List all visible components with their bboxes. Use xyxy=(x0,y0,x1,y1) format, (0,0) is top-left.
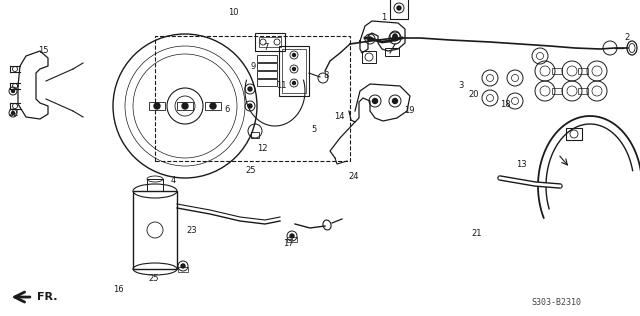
Text: 20: 20 xyxy=(468,90,479,99)
Circle shape xyxy=(12,112,15,114)
Text: 17: 17 xyxy=(283,239,293,248)
Text: 15: 15 xyxy=(38,46,49,55)
Bar xyxy=(257,79,277,86)
Circle shape xyxy=(181,264,185,268)
Text: 24: 24 xyxy=(349,173,359,181)
Circle shape xyxy=(248,104,252,108)
Bar xyxy=(566,128,582,140)
Circle shape xyxy=(392,99,397,104)
Text: 14: 14 xyxy=(334,112,344,121)
Text: 11: 11 xyxy=(276,81,287,90)
Bar xyxy=(578,68,588,74)
Circle shape xyxy=(368,37,372,41)
Bar xyxy=(257,71,277,78)
Circle shape xyxy=(292,82,296,84)
Text: 18: 18 xyxy=(500,100,511,109)
Circle shape xyxy=(154,103,160,109)
Text: 4: 4 xyxy=(170,176,175,185)
Circle shape xyxy=(12,89,15,93)
Circle shape xyxy=(397,6,401,10)
Bar xyxy=(390,0,408,19)
Bar xyxy=(177,102,193,110)
Circle shape xyxy=(392,35,397,40)
Text: 19: 19 xyxy=(404,106,415,115)
Bar xyxy=(259,37,281,47)
Text: S303-B2310: S303-B2310 xyxy=(532,298,582,307)
Circle shape xyxy=(210,103,216,109)
Text: 7: 7 xyxy=(263,43,268,52)
Text: 23: 23 xyxy=(187,226,197,235)
Bar xyxy=(282,49,306,93)
Text: 3: 3 xyxy=(458,81,463,90)
Bar xyxy=(362,51,376,63)
Text: 22: 22 xyxy=(9,109,19,118)
Bar xyxy=(155,36,350,161)
Text: 6: 6 xyxy=(225,105,230,113)
Bar xyxy=(385,48,399,56)
Text: 9: 9 xyxy=(250,62,255,71)
Circle shape xyxy=(292,68,296,70)
Bar xyxy=(257,55,277,62)
Text: 1: 1 xyxy=(381,13,387,22)
Text: 16: 16 xyxy=(113,285,124,294)
Text: 12: 12 xyxy=(257,144,268,153)
Bar xyxy=(257,63,277,70)
Circle shape xyxy=(290,234,294,238)
Circle shape xyxy=(372,99,378,104)
Bar xyxy=(552,88,562,94)
Bar xyxy=(178,267,188,272)
Bar xyxy=(205,102,221,110)
Text: 25: 25 xyxy=(246,166,256,175)
Bar xyxy=(251,132,259,138)
Text: 2: 2 xyxy=(625,33,630,42)
Bar xyxy=(287,237,297,242)
Text: 5: 5 xyxy=(311,125,316,134)
Text: 25: 25 xyxy=(148,274,159,283)
Text: 13: 13 xyxy=(516,160,527,169)
Text: FR.: FR. xyxy=(36,292,57,302)
Circle shape xyxy=(182,103,188,109)
Bar xyxy=(552,68,562,74)
Bar xyxy=(578,88,588,94)
Bar xyxy=(147,179,163,191)
Bar xyxy=(149,102,165,110)
Text: 10: 10 xyxy=(228,8,239,17)
Text: 21: 21 xyxy=(472,229,482,238)
Circle shape xyxy=(292,53,296,57)
Text: 8: 8 xyxy=(324,71,329,80)
Bar xyxy=(279,46,309,96)
Circle shape xyxy=(393,34,397,38)
Bar xyxy=(133,191,177,269)
Bar xyxy=(255,33,285,51)
Circle shape xyxy=(248,87,252,91)
